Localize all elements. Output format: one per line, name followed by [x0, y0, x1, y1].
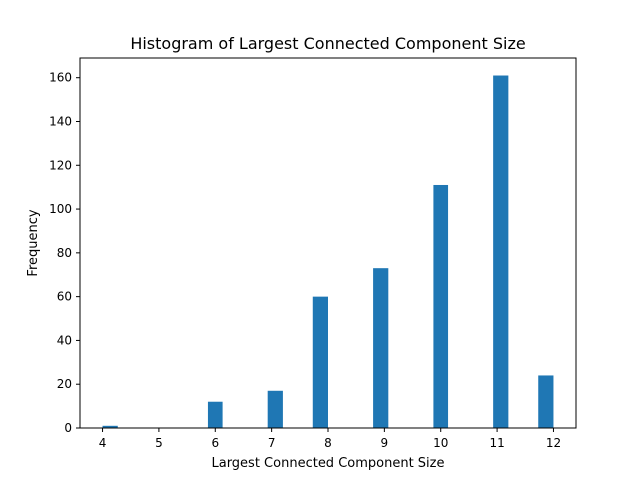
x-axis-ticks: 4 5 6 7 8 9 10 11 12 [99, 428, 561, 450]
x-tick-label-5: 9 [381, 436, 389, 450]
y-tick-label-6: 120 [49, 158, 72, 172]
histogram-bar-6 [493, 75, 509, 428]
y-tick-label-1: 20 [57, 377, 72, 391]
x-tick-label-3: 7 [268, 436, 276, 450]
histogram-bar-5 [433, 184, 449, 428]
x-tick-label-4: 8 [324, 436, 332, 450]
y-tick-label-8: 160 [49, 71, 72, 85]
x-axis-label: Largest Connected Component Size [211, 456, 444, 471]
histogram-bar-2 [267, 390, 283, 428]
y-tick-label-2: 40 [57, 333, 72, 347]
y-tick-label-0: 0 [64, 421, 72, 435]
x-tick-label-0: 4 [99, 436, 107, 450]
histogram-bar-3 [312, 296, 328, 428]
histogram-bar-1 [207, 401, 223, 428]
histogram-bar-4 [373, 268, 389, 428]
chart-title: Histogram of Largest Connected Component… [130, 34, 525, 53]
histogram-bar-0 [102, 425, 118, 428]
histogram-bar-7 [538, 375, 554, 428]
x-tick-label-1: 5 [155, 436, 163, 450]
y-tick-label-3: 60 [57, 290, 72, 304]
plot-frame [79, 57, 577, 429]
x-tick-label-2: 6 [211, 436, 219, 450]
y-axis-label: Frequency [26, 209, 41, 276]
x-tick-label-8: 12 [546, 436, 561, 450]
y-tick-label-7: 140 [49, 114, 72, 128]
y-tick-label-4: 80 [57, 246, 72, 260]
bars-group [102, 75, 554, 428]
x-tick-label-7: 11 [489, 436, 504, 450]
y-tick-label-5: 100 [49, 202, 72, 216]
y-axis-ticks: 0 20 40 60 80 100 120 140 160 [49, 71, 80, 435]
x-tick-label-6: 10 [433, 436, 448, 450]
